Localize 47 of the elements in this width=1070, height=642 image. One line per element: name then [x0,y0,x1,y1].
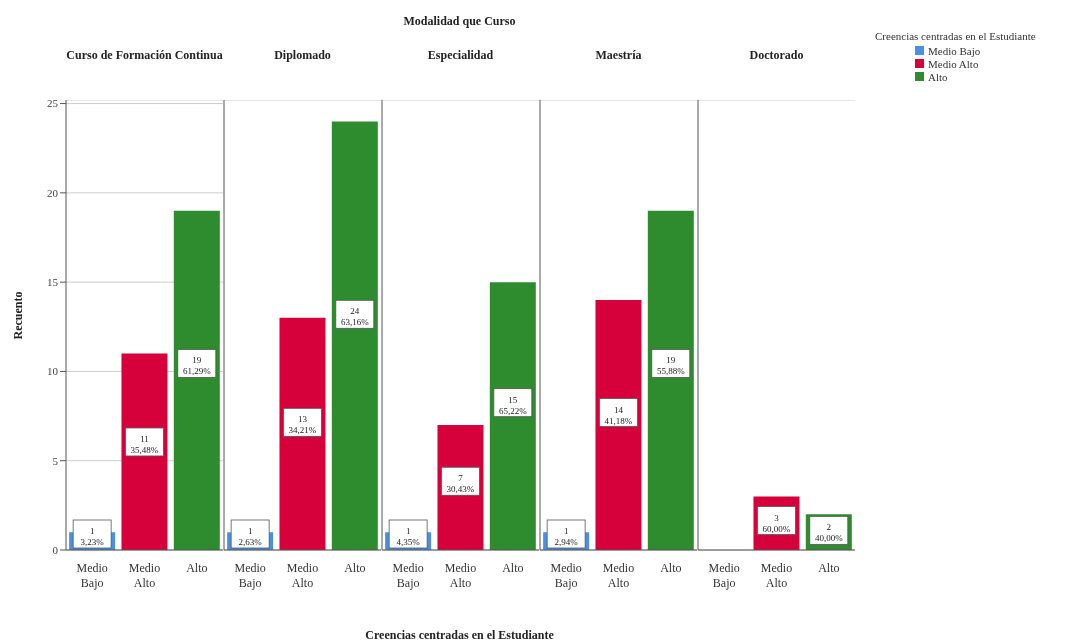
x-tick-label: Alto [502,561,524,575]
chart-title: Maestría [594,48,643,64]
data-label: 24 63,16% [340,306,370,328]
x-tick-label: Medio Alto [602,561,635,590]
data-label: 1 2,94% [554,526,579,547]
data-label: 11 35,48% [130,433,159,455]
chart-title: Curso de Formación Continua [66,48,223,64]
data-label: 7 30,43% [446,473,475,495]
x-tick-label: Alto [818,561,840,575]
y-tick-label: 20 [47,186,59,199]
y-tick-label: 10 [47,365,59,378]
x-tick-label: Medio Bajo [392,561,424,590]
y-tick-label: 25 [47,97,59,110]
data-label: 15 65,22% [498,394,528,416]
x-tick-label: Medio Alto [128,561,161,590]
x-tick-label: Alto [660,561,682,575]
legend-title: Creencias centradas en el Estudiante [875,30,1037,42]
y-axis-title: Recuento [10,290,26,342]
chart-title: Especialidad [426,48,495,64]
y-tick-label: 5 [52,454,59,467]
x-tick-label: Medio Bajo [550,561,582,590]
data-label: 2 40,00% [814,522,844,544]
data-label: 13 34,21% [288,414,317,436]
data-label: 3 60,00% [762,512,791,534]
data-label: 1 2,63% [238,526,263,547]
legend-label: Medio Bajo [927,44,982,57]
x-tick-label: Medio Bajo [76,561,108,590]
data-label: 19 61,29% [182,355,212,377]
y-tick-label: 15 [47,276,59,289]
x-axis-title: Creencias centradas en el Estudiante [364,628,555,642]
legend-label: Alto [927,70,949,83]
data-label: 14 41,18% [604,404,633,426]
legend-label: Medio Alto [927,57,980,70]
data-label: 19 55,88% [656,355,686,377]
x-tick-label: Medio Alto [760,561,793,590]
text: Modalidad que Curso [402,14,517,29]
x-tick-label: Alto [344,561,366,575]
data-label: 1 3,23% [80,526,105,547]
x-tick-label: Medio Alto [286,561,319,590]
chart-title: Doctorado [748,48,805,64]
chart-title: Diplomado [273,48,332,64]
data-label: 1 4,35% [396,526,421,547]
y-tick-label: 0 [52,543,59,556]
x-tick-label: Alto [186,561,208,575]
x-tick-label: Medio Bajo [234,561,266,590]
x-tick-label: Medio Alto [444,561,477,590]
x-tick-label: Medio Bajo [708,561,740,590]
